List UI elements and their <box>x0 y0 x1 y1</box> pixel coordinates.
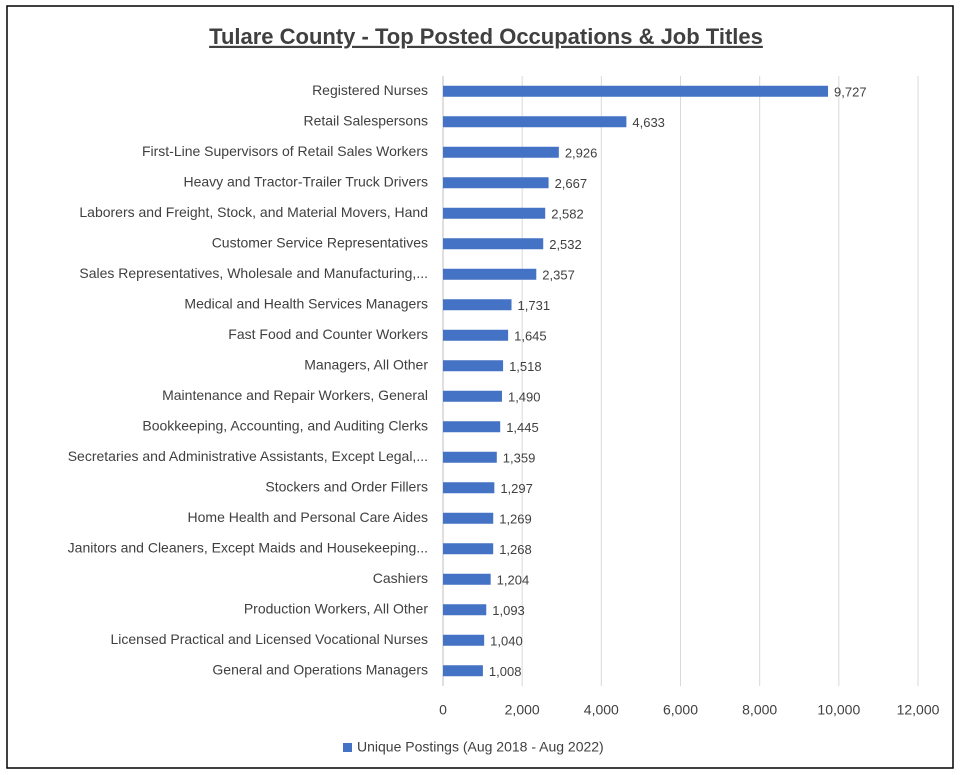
bar <box>443 665 483 677</box>
y-tick-label: Fast Food and Counter Workers <box>228 326 428 342</box>
y-tick-label: First-Line Supervisors of Retail Sales W… <box>142 143 428 159</box>
data-label: 1,269 <box>499 512 532 527</box>
data-label: 4,633 <box>632 115 665 130</box>
y-tick-label: Registered Nurses <box>312 82 428 98</box>
legend-swatch <box>343 743 352 752</box>
data-label: 1,445 <box>506 420 539 435</box>
y-tick-label: Bookkeeping, Accounting, and Auditing Cl… <box>142 417 428 433</box>
legend-label: Unique Postings (Aug 2018 - Aug 2022) <box>357 739 604 755</box>
x-tick-label: 8,000 <box>742 702 777 718</box>
chart-title: Tulare County - Top Posted Occupations &… <box>209 24 763 49</box>
bar <box>443 604 487 616</box>
y-tick-label: Secretaries and Administrative Assistant… <box>68 448 428 464</box>
y-tick-label: Maintenance and Repair Workers, General <box>162 387 428 403</box>
bar <box>443 390 502 402</box>
data-label: 1,008 <box>489 664 522 679</box>
data-label: 1,204 <box>497 573 530 588</box>
bar <box>443 238 544 250</box>
data-label: 2,532 <box>549 237 582 252</box>
bar <box>443 512 494 524</box>
data-label: 2,926 <box>565 146 598 161</box>
y-tick-label: Laborers and Freight, Stock, and Materia… <box>79 204 428 220</box>
y-tick-label: Production Workers, All Other <box>244 600 428 616</box>
bar <box>443 299 512 311</box>
y-tick-label: Managers, All Other <box>304 356 428 372</box>
x-tick-label: 12,000 <box>897 702 940 718</box>
y-tick-label: Licensed Practical and Licensed Vocation… <box>110 631 428 647</box>
bar <box>443 268 537 280</box>
y-tick-label: Janitors and Cleaners, Except Maids and … <box>68 539 428 555</box>
data-label: 1,040 <box>490 634 523 649</box>
data-label: 1,645 <box>514 329 547 344</box>
data-label: 1,297 <box>500 481 533 496</box>
data-label: 1,518 <box>509 359 542 374</box>
y-tick-label: Customer Service Representatives <box>212 234 428 250</box>
data-label: 1,268 <box>499 542 532 557</box>
bar <box>443 573 491 585</box>
y-tick-label: Stockers and Order Fillers <box>265 478 428 494</box>
data-label: 2,582 <box>551 207 584 222</box>
bar <box>443 116 627 128</box>
bar <box>443 451 497 463</box>
data-label: 9,727 <box>834 85 867 100</box>
x-tick-label: 4,000 <box>584 702 619 718</box>
data-label: 1,490 <box>508 390 541 405</box>
x-tick-label: 10,000 <box>817 702 860 718</box>
data-label: 1,093 <box>492 603 525 618</box>
y-tick-label: Heavy and Tractor-Trailer Truck Drivers <box>183 173 428 189</box>
y-tick-label: Sales Representatives, Wholesale and Man… <box>79 265 428 281</box>
x-tick-label: 0 <box>439 702 447 718</box>
bar <box>443 421 501 433</box>
y-tick-label: Cashiers <box>373 570 428 586</box>
bar <box>443 177 549 189</box>
y-tick-label: Medical and Health Services Managers <box>184 295 428 311</box>
data-label: 2,357 <box>542 268 575 283</box>
y-tick-label: General and Operations Managers <box>212 661 428 677</box>
y-tick-label: Home Health and Personal Care Aides <box>188 509 428 525</box>
y-tick-label: Retail Salespersons <box>303 112 428 128</box>
bar <box>443 329 509 341</box>
bar <box>443 482 495 494</box>
bar <box>443 207 546 219</box>
bar <box>443 360 504 372</box>
bar <box>443 146 559 158</box>
bar <box>443 543 494 555</box>
data-label: 2,667 <box>555 176 588 191</box>
x-tick-label: 2,000 <box>505 702 540 718</box>
data-label: 1,359 <box>503 451 536 466</box>
data-label: 1,731 <box>518 298 551 313</box>
bar <box>443 634 485 646</box>
x-tick-label: 6,000 <box>663 702 698 718</box>
bar <box>443 85 829 97</box>
